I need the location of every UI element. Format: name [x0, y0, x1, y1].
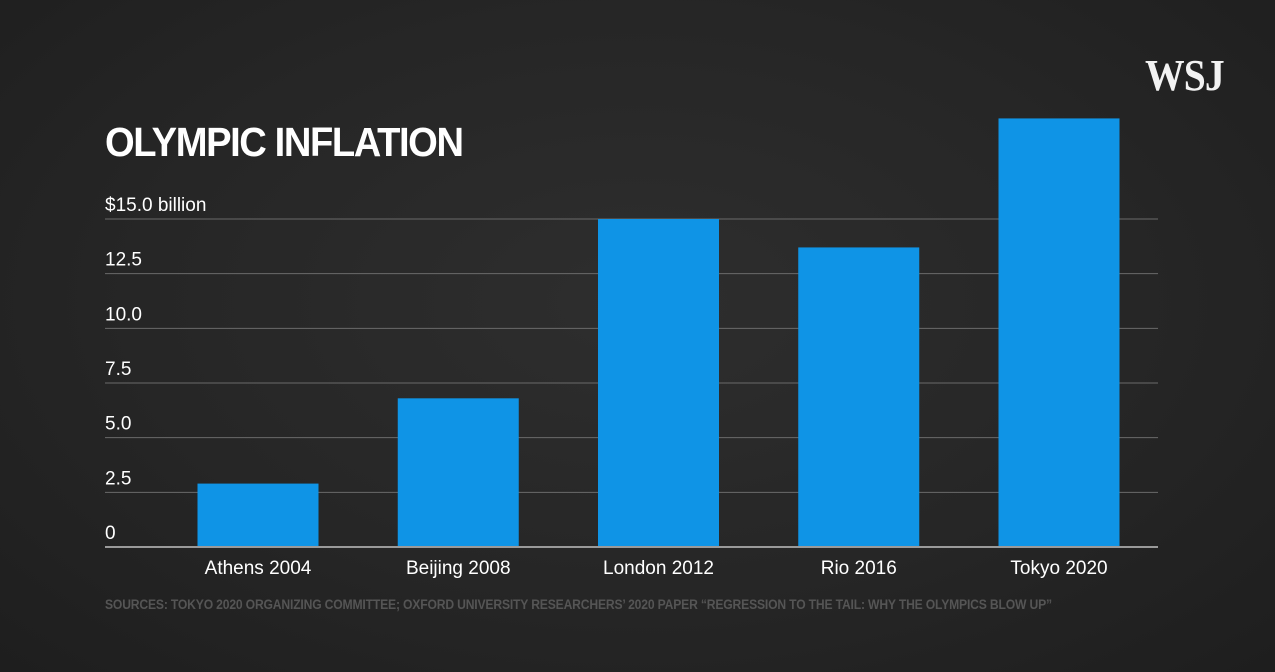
- bar-london-2012: [598, 219, 719, 547]
- y-tick-label: 2.5: [105, 468, 131, 489]
- y-axis-tick-labels: 0 2.5 5.0 7.5 10.0 12.5 $15.0 billion: [105, 195, 206, 544]
- y-tick-label: $15.0 billion: [105, 195, 206, 216]
- source-note: SOURCES: TOKYO 2020 ORGANIZING COMMITTEE…: [105, 597, 1052, 612]
- wsj-logo: WSJ: [1145, 51, 1225, 100]
- x-category-label: Beijing 2008: [406, 558, 511, 579]
- x-axis-category-labels: Athens 2004 Beijing 2008 London 2012 Rio 20…: [205, 558, 1108, 579]
- bar-athens-2004: [197, 483, 319, 547]
- y-tick-label: 12.5: [105, 250, 142, 271]
- y-tick-label: 7.5: [105, 359, 131, 380]
- chart-title: OLYMPIC INFLATION: [105, 119, 464, 165]
- y-tick-label: 5.0: [105, 414, 131, 435]
- bar-beijing-2008: [397, 398, 519, 547]
- bar-rio-2016: [798, 247, 920, 547]
- y-tick-label: 10.0: [105, 304, 142, 325]
- bar-tokyo-2020: [998, 118, 1120, 547]
- x-category-label: London 2012: [603, 558, 714, 579]
- y-tick-label: 0: [105, 523, 116, 544]
- x-category-label: Tokyo 2020: [1010, 558, 1107, 579]
- x-category-label: Rio 2016: [821, 558, 897, 579]
- bars: [105, 118, 1158, 548]
- x-category-label: Athens 2004: [205, 558, 312, 579]
